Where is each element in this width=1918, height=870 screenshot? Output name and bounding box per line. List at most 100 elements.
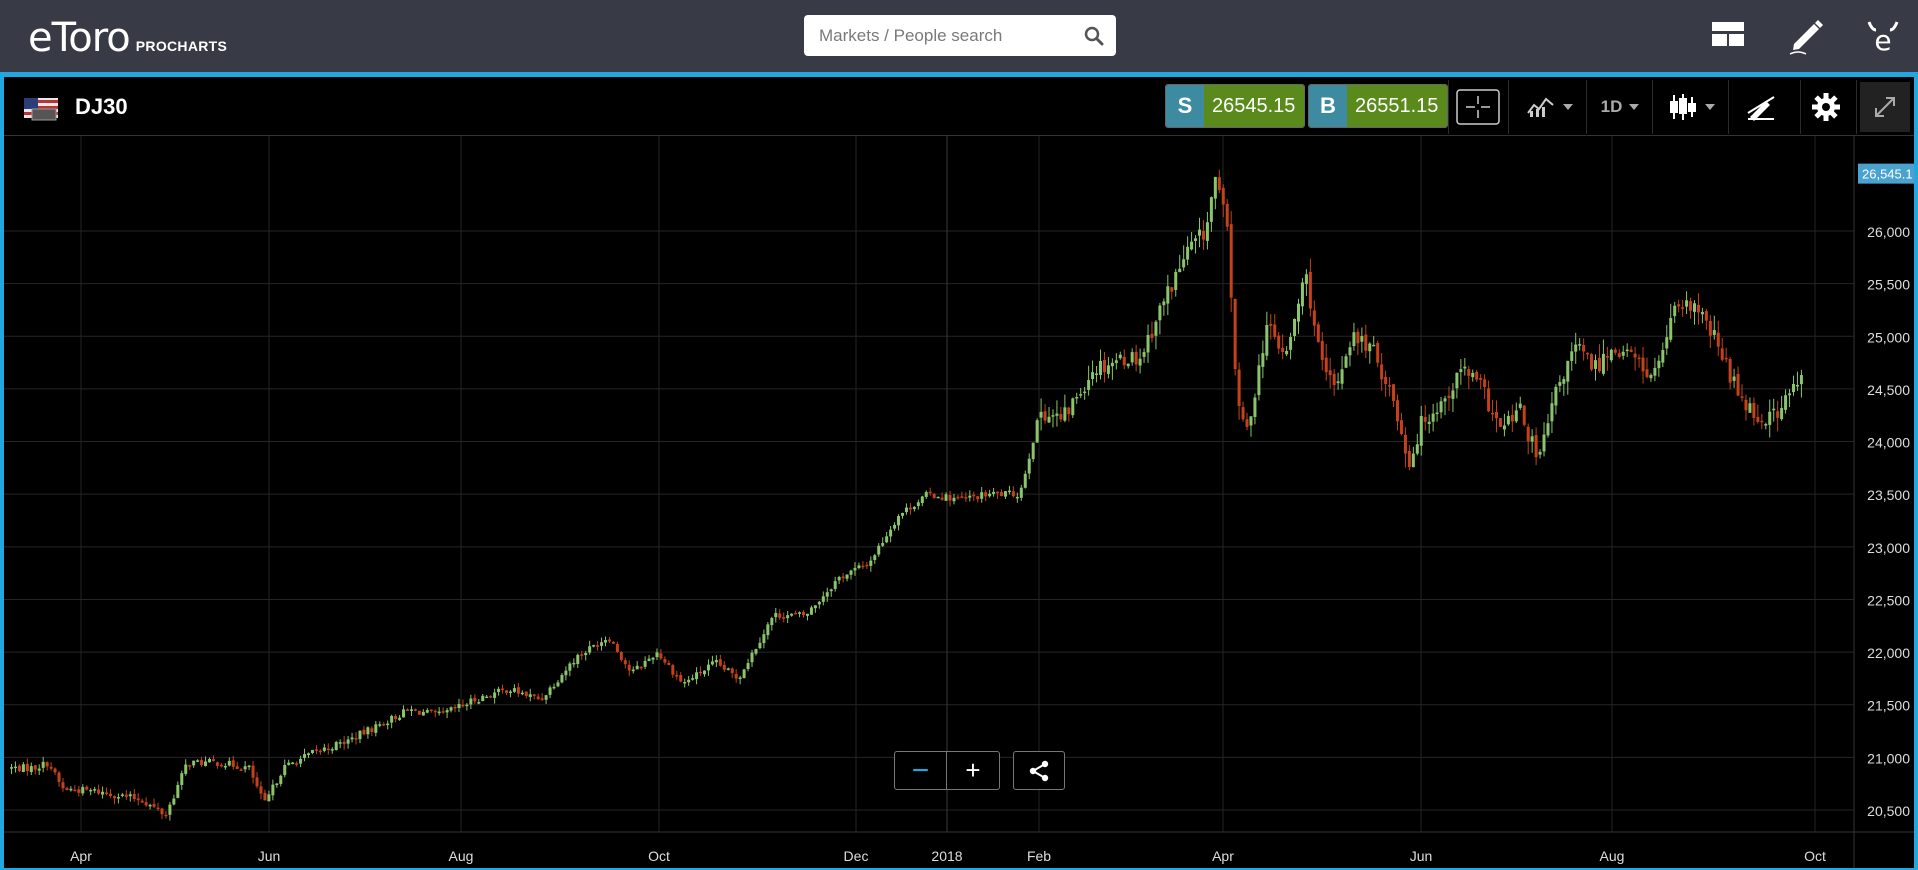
candle-body [1780,407,1784,420]
instrument-symbol: DJ30 [75,94,128,119]
candle-body [699,671,703,674]
candle-body [1071,398,1075,416]
candle-body [1162,301,1166,306]
candle-body [647,658,651,661]
share-button[interactable] [1013,751,1065,790]
candle-body [1522,405,1526,425]
candle-body [774,612,778,618]
fullscreen-icon [1875,97,1895,117]
candle-body [255,777,259,787]
etoro-profile-icon[interactable]: e [1862,14,1904,56]
price-chart[interactable]: 20,500 21,000 21,500 22,000 22,500 23,000 23,5… [4,136,1918,868]
candle-body [180,773,184,785]
indicators-button[interactable] [1518,82,1580,132]
candle-body [889,529,893,537]
candle-body [29,766,33,773]
candle-body [378,724,382,726]
candle-body [1229,224,1233,298]
candle-body [299,758,303,764]
pencil-icon[interactable] [1786,14,1828,56]
candle-body [1257,365,1261,396]
search-icon[interactable] [1084,26,1104,46]
candle-body [1792,383,1795,393]
candle-body [1047,416,1051,423]
candle-body [235,766,239,769]
candle-body [1443,398,1447,402]
candle-body [1087,380,1091,390]
candle-body [144,802,148,806]
sell-letter: S [1166,85,1204,127]
y-tick-label: 23,500 [1867,487,1910,503]
candle-body [1673,305,1677,317]
candle-body [81,787,85,794]
candle-body [136,798,140,801]
chart-type-button[interactable] [1660,82,1722,132]
crosshair-button[interactable] [1456,82,1500,132]
candle-body [809,607,813,615]
candle-body [1146,335,1150,353]
candle-body [69,788,73,791]
search-box[interactable] [804,15,1116,56]
candle-body [1043,411,1047,421]
candle-body [964,497,968,499]
candle-body [1772,408,1776,411]
chevron-down-icon [1629,104,1640,110]
candle-body [679,675,683,682]
y-tick-label: 22,500 [1867,592,1910,608]
candle-body [421,711,425,716]
search-input[interactable] [804,15,1074,56]
candle-body [885,536,889,543]
candle-body [1669,317,1673,340]
candle-body [516,687,520,694]
drawing-tools-button[interactable] [1736,82,1786,132]
candle-body [825,592,829,597]
candle-body [639,666,643,669]
gear-icon [1812,93,1840,121]
candle-body [1364,334,1368,351]
layout-icon[interactable] [1707,14,1749,56]
candle-body [1700,311,1704,315]
candle-body [223,765,227,768]
candle-body [770,618,774,626]
candle-body [1134,351,1138,365]
candle-body [318,750,322,753]
y-tick-label: 24,000 [1867,435,1910,451]
candle-body [1190,241,1194,250]
candle-body [695,672,699,680]
zoom-out-button[interactable]: − [895,752,947,789]
candle-body [778,613,782,618]
fullscreen-button[interactable] [1860,82,1910,132]
candle-body [1764,424,1768,426]
candle-body [350,737,354,740]
candle-body [1372,344,1376,347]
candle-body [1138,358,1142,366]
candle-body [837,576,841,581]
candle-body [1083,391,1087,394]
candle-body [1760,420,1764,423]
etoro-logo[interactable]: eToro PROCHARTS [28,10,227,58]
candle-body [1467,369,1471,376]
candle-body [663,659,667,663]
settings-button[interactable] [1804,82,1848,132]
candle-body [1261,353,1265,367]
candle-body [501,688,505,691]
candle-body [65,788,69,790]
timeframe-select[interactable]: 1D [1594,82,1646,132]
candle-body [932,493,936,498]
candle-body [619,651,623,660]
candle-body [1776,411,1780,418]
candlestick-chart[interactable]: 20,500 21,000 21,500 22,000 22,500 23,000 23,5… [4,136,1914,868]
candle-body [948,495,952,501]
candle-body [243,766,247,770]
y-tick-label: 23,000 [1867,540,1910,556]
zoom-in-button[interactable]: + [965,755,981,785]
sell-button[interactable]: S 26545.15 [1165,84,1306,128]
buy-button[interactable]: B 26551.15 [1308,84,1449,128]
candle-body [1289,337,1293,350]
candle-body [45,762,49,767]
candle-body [1320,340,1324,360]
candle-body [13,766,17,769]
candle-body [1491,412,1495,415]
candle-body [861,565,865,568]
candle-body [651,657,655,660]
